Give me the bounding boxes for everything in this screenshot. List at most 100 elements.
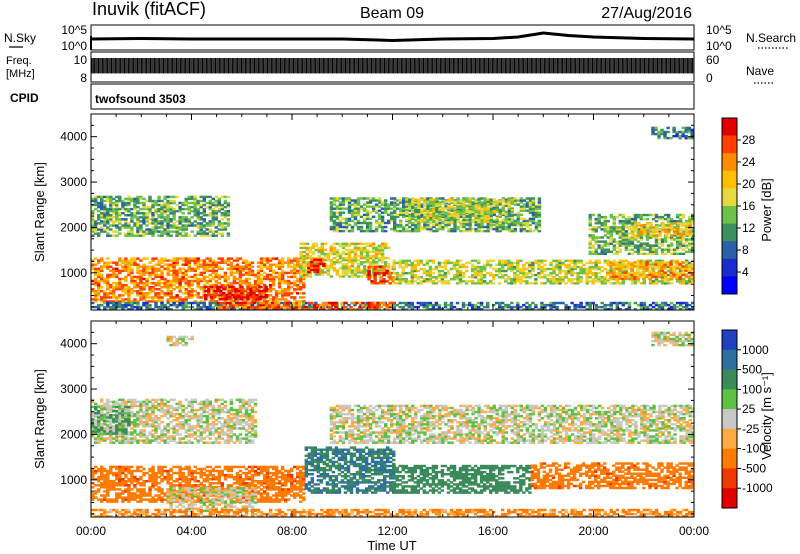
echo-cell [627, 222, 632, 225]
echo-cell [606, 242, 611, 245]
echo-cell [393, 199, 397, 202]
echo-cell [528, 209, 533, 212]
echo-cell [106, 222, 110, 225]
echo-cell [405, 208, 409, 212]
echo-cell [332, 225, 337, 229]
echo-cell [681, 273, 685, 276]
echo-cell [467, 261, 472, 265]
echo-cell [217, 273, 222, 277]
echo-cell [347, 244, 352, 248]
echo-cell [190, 197, 194, 201]
echo-cell [115, 218, 119, 221]
echo-cell [302, 250, 307, 254]
echo-cell [124, 222, 128, 225]
echo-cell [434, 267, 439, 271]
echo-cell [103, 298, 107, 301]
echo-cell [456, 225, 460, 229]
echo-cell [115, 263, 119, 266]
echo-cell [217, 220, 222, 223]
echo-cell [476, 273, 481, 277]
echo-cell [204, 298, 208, 301]
echo-cell [94, 222, 98, 225]
echo-cell [335, 229, 340, 233]
echo-cell [115, 216, 119, 219]
echo-cell [399, 211, 403, 214]
echo-cell [130, 261, 134, 264]
echo-cell [136, 222, 140, 225]
echo-cell [390, 203, 394, 206]
echo-cell [384, 207, 388, 210]
echo-cell [305, 275, 310, 278]
echo-cell [483, 206, 487, 210]
echo-cell [332, 207, 337, 210]
echo-cell [477, 198, 481, 201]
echo-cell [157, 207, 161, 211]
echo-cell [196, 283, 200, 287]
echo-cell [181, 286, 185, 289]
echo-cell [305, 273, 310, 276]
echo-cell [175, 275, 179, 279]
echo-cell [648, 273, 652, 276]
echo-cell [446, 261, 451, 265]
echo-cell [154, 201, 158, 205]
echo-cell [280, 298, 285, 301]
echo-cell [558, 282, 562, 285]
echo-cell [100, 273, 104, 277]
echo-cell [329, 203, 334, 206]
echo-cell [648, 261, 653, 265]
echo-cell [338, 203, 343, 206]
echo-cell [648, 263, 653, 267]
echo-cell [681, 269, 685, 272]
echo-cell [178, 218, 182, 221]
nsky-label: N.Sky [4, 31, 36, 45]
echo-cell [148, 212, 152, 215]
echo-cell [651, 236, 656, 239]
echo-cell [184, 226, 188, 229]
echo-cell [253, 283, 258, 287]
echo-cell [172, 300, 176, 303]
echo-cell [495, 269, 499, 273]
echo-cell [630, 230, 635, 233]
echo-cell [97, 271, 101, 275]
echo-cell [648, 248, 653, 251]
echo-cell [603, 215, 608, 219]
echo-cell [654, 236, 659, 239]
echo-cell [461, 265, 466, 269]
echo-cell [256, 271, 261, 275]
echo-cell [426, 227, 430, 231]
echo-cell [329, 205, 334, 208]
echo-cell [431, 259, 436, 263]
echo-cell [660, 238, 665, 241]
echo-cell [380, 221, 385, 225]
echo-cell [172, 216, 176, 219]
echo-cell [246, 298, 250, 301]
echo-cell [663, 267, 667, 270]
echo-cell [202, 271, 207, 275]
echo-cell [220, 214, 225, 217]
echo-cell [471, 212, 475, 216]
echo-cell [573, 261, 577, 265]
echo-cell [570, 280, 574, 283]
echo-cell [157, 263, 161, 266]
echo-cell [271, 288, 276, 291]
echo-cell [274, 292, 279, 295]
echo-cell [184, 269, 188, 273]
echo-cell [603, 282, 608, 285]
echo-cell [489, 212, 493, 216]
echo-cell [455, 267, 460, 271]
echo-cell [639, 282, 644, 285]
echo-cell [444, 216, 448, 220]
echo-cell [612, 265, 616, 268]
echo-cell [359, 221, 364, 225]
echo-cell [244, 265, 249, 268]
echo-cell [373, 282, 377, 285]
echo-cell [350, 229, 355, 233]
echo-cell [353, 269, 358, 272]
echo-cell [250, 261, 255, 264]
echo-cell [420, 213, 424, 217]
echo-cell [172, 296, 176, 299]
echo-cell [642, 217, 647, 221]
echo-cell [249, 291, 253, 295]
echo-cell [402, 203, 406, 206]
echo-cell [564, 263, 568, 267]
